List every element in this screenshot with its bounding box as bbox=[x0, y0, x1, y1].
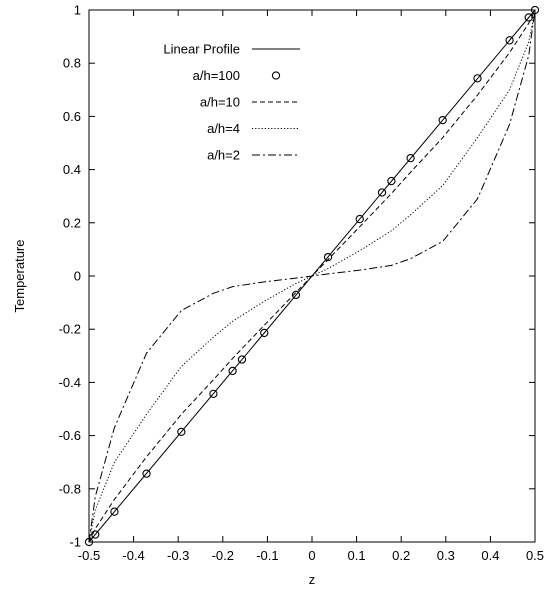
legend-item: a/h=100 bbox=[193, 68, 281, 83]
x-tick-label: -0.1 bbox=[256, 548, 278, 563]
data-point bbox=[228, 366, 237, 376]
data-point bbox=[142, 469, 151, 478]
y-tick-label: -1 bbox=[69, 535, 81, 550]
legend: Linear Profile a/h=100 a/h=10 a/h=4 a/h=2 bbox=[163, 42, 300, 163]
y-axis-label: Temperature bbox=[12, 240, 27, 313]
series-a-h-2 bbox=[88, 9, 536, 543]
data-point bbox=[237, 355, 247, 364]
data-point bbox=[209, 389, 218, 398]
x-tick-label: -0.3 bbox=[167, 548, 189, 563]
data-point bbox=[177, 427, 186, 437]
data-point bbox=[473, 74, 482, 83]
data-point bbox=[406, 154, 415, 163]
data-point bbox=[291, 290, 301, 300]
x-tick-label: 0.4 bbox=[481, 548, 499, 563]
data-point bbox=[387, 176, 396, 186]
legend-item: a/h=2 bbox=[207, 148, 300, 163]
series-line bbox=[88, 9, 536, 543]
x-ticks: -0.5 -0.4 -0.3 -0.2 -0.1 0 0.1 0.2 0.3 0.4 0.5 bbox=[78, 10, 544, 563]
y-tick-label: 0.4 bbox=[63, 162, 81, 177]
series-line bbox=[88, 9, 536, 543]
y-tick-label: -0.2 bbox=[59, 322, 81, 337]
chart-marks bbox=[84, 5, 540, 547]
x-tick-label: -0.5 bbox=[78, 548, 100, 563]
legend-item: a/h=4 bbox=[207, 121, 300, 136]
legend-item: a/h=10 bbox=[200, 95, 300, 110]
data-point bbox=[355, 214, 364, 224]
data-point bbox=[377, 188, 387, 197]
data-point bbox=[260, 328, 269, 338]
legend-label: a/h=10 bbox=[200, 95, 240, 110]
data-point bbox=[524, 13, 533, 22]
legend-label: Linear Profile bbox=[163, 42, 240, 57]
data-point bbox=[505, 36, 514, 45]
x-tick-label: 0 bbox=[308, 548, 315, 563]
plot-frame bbox=[88, 9, 536, 543]
legend-item: Linear Profile bbox=[163, 42, 300, 57]
y-tick-label: -0.8 bbox=[59, 481, 81, 496]
y-tick-label: -0.4 bbox=[59, 375, 81, 390]
series-a-h-100 bbox=[84, 5, 540, 547]
x-tick-label: 0.5 bbox=[526, 548, 544, 563]
x-tick-label: -0.4 bbox=[122, 548, 144, 563]
legend-label: a/h=100 bbox=[193, 68, 240, 83]
y-ticks: -1 -0.8 -0.6 -0.4 -0.2 0 0.2 0.4 0.6 0.8 1 bbox=[59, 3, 535, 550]
y-tick-label: 0.6 bbox=[63, 109, 81, 124]
x-tick-label: 0.3 bbox=[437, 548, 455, 563]
legend-label: a/h=4 bbox=[207, 121, 240, 136]
x-tick-label: -0.2 bbox=[212, 548, 234, 563]
series-a-h-4 bbox=[88, 9, 536, 543]
legend-label: a/h=2 bbox=[207, 148, 240, 163]
data-point bbox=[110, 507, 119, 516]
y-tick-label: 0.2 bbox=[63, 215, 81, 230]
y-tick-label: 0 bbox=[74, 269, 81, 284]
data-point bbox=[438, 115, 447, 125]
legend-marker bbox=[271, 71, 281, 80]
x-tick-label: 0.1 bbox=[348, 548, 366, 563]
y-tick-label: -0.6 bbox=[59, 428, 81, 443]
x-tick-label: 0.2 bbox=[392, 548, 410, 563]
data-point bbox=[91, 530, 100, 539]
y-tick-label: 1 bbox=[74, 3, 81, 18]
x-axis-label: z bbox=[309, 572, 316, 587]
data-point bbox=[323, 252, 333, 262]
y-tick-label: 0.8 bbox=[63, 56, 81, 71]
